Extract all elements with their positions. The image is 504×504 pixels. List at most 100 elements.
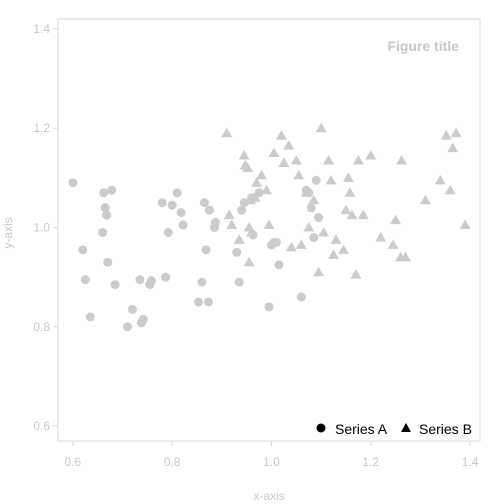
data-point-series-b — [303, 222, 315, 232]
data-point-series-b — [249, 192, 261, 202]
data-point-series-b — [256, 169, 268, 180]
data-point-series-a — [107, 185, 117, 195]
data-point-series-b — [293, 169, 305, 180]
data-point-series-b — [318, 226, 330, 237]
data-point-series-b — [325, 174, 337, 185]
data-point-series-a — [309, 232, 319, 242]
data-point-series-b — [342, 172, 354, 182]
data-point-series-b — [263, 219, 275, 230]
data-point-series-b — [396, 154, 408, 165]
data-point-series-b — [300, 187, 312, 197]
data-point-series-a — [167, 200, 177, 210]
data-point-series-a — [123, 322, 133, 332]
data-point-series-b — [440, 130, 452, 140]
data-point-series-b — [375, 231, 387, 242]
data-point-series-b — [387, 239, 399, 249]
data-point-series-a — [210, 218, 220, 228]
data-point-series-b — [295, 239, 307, 249]
x-tick-label: 0.6 — [65, 455, 82, 469]
x-tick-label: 1.2 — [362, 455, 379, 469]
data-point-series-b — [315, 122, 327, 133]
data-point-series-b — [243, 256, 255, 267]
data-point-series-a — [146, 276, 156, 286]
data-point-series-a — [296, 292, 306, 302]
data-point-series-a — [204, 205, 214, 215]
data-markers — [68, 122, 471, 332]
data-point-series-a — [178, 220, 188, 230]
data-point-series-b — [226, 219, 238, 230]
data-point-series-b — [251, 177, 263, 187]
data-point-series-b — [400, 251, 412, 262]
data-point-series-b — [419, 194, 431, 205]
data-point-series-a — [110, 280, 120, 290]
data-point-series-b — [328, 249, 340, 259]
data-point-series-b — [290, 154, 302, 165]
legend-marker-series-b — [401, 423, 411, 432]
data-point-series-b — [278, 157, 290, 167]
data-point-series-b — [344, 187, 356, 197]
data-point-series-a — [176, 208, 186, 218]
y-tick-label: 1.0 — [33, 221, 50, 235]
x-tick-label: 1.0 — [263, 455, 280, 469]
axis-ticks: 0.6 0.8 1.0 1.2 1.4 0.6 0.8 1.0 1.2 1.4 — [33, 22, 478, 469]
chart-title: Figure title — [387, 38, 459, 54]
x-axis-title: x-axis — [253, 489, 284, 503]
y-axis-title: y-axis — [1, 217, 15, 248]
data-point-series-a — [203, 297, 213, 307]
data-point-series-b — [313, 266, 325, 277]
data-point-series-a — [239, 198, 249, 208]
data-point-series-a — [80, 275, 90, 285]
data-point-series-a — [157, 198, 167, 208]
y-tick-label: 0.8 — [33, 320, 50, 334]
data-point-series-a — [311, 175, 321, 185]
data-point-series-a — [274, 260, 284, 270]
data-point-series-b — [233, 234, 245, 244]
data-point-series-a — [264, 302, 274, 312]
data-point-series-b — [308, 194, 320, 205]
data-point-series-b — [330, 234, 342, 244]
data-point-series-b — [323, 154, 335, 165]
data-point-series-a — [199, 198, 209, 208]
legend-label-series-a: Series A — [335, 421, 388, 437]
legend: Series A Series B — [316, 421, 472, 437]
x-tick-label: 1.4 — [462, 455, 479, 469]
data-point-series-b — [450, 127, 462, 138]
legend-label-series-b: Series B — [419, 421, 472, 437]
data-point-series-b — [337, 244, 349, 254]
data-point-series-a — [254, 188, 264, 198]
data-point-series-a — [99, 188, 109, 198]
data-point-series-a — [234, 277, 244, 287]
data-point-series-b — [444, 184, 456, 195]
data-point-series-a — [161, 272, 171, 282]
data-point-series-b — [275, 130, 287, 140]
data-point-series-b — [238, 150, 250, 160]
data-point-series-b — [346, 209, 358, 220]
data-point-series-b — [246, 226, 258, 237]
data-point-series-a — [138, 314, 148, 324]
data-point-series-a — [127, 304, 137, 314]
data-point-series-a — [197, 277, 207, 287]
data-point-series-b — [261, 184, 273, 195]
data-point-series-a — [78, 245, 88, 255]
data-point-series-b — [268, 147, 280, 158]
data-point-series-a — [306, 203, 316, 213]
data-point-series-b — [352, 154, 364, 165]
data-point-series-a — [163, 227, 173, 237]
y-tick-label: 0.6 — [33, 419, 50, 433]
data-point-series-b — [350, 269, 362, 279]
data-point-series-a — [271, 237, 281, 247]
data-point-series-a — [98, 227, 108, 237]
data-point-series-a — [102, 210, 112, 220]
y-tick-label: 1.4 — [33, 22, 50, 36]
data-point-series-a — [194, 297, 204, 307]
y-tick-label: 1.2 — [33, 121, 50, 135]
data-point-series-b — [434, 174, 446, 185]
data-point-series-a — [201, 245, 211, 255]
data-point-series-b — [223, 209, 235, 220]
data-point-series-a — [172, 188, 182, 198]
data-point-series-b — [242, 162, 254, 172]
data-point-series-a — [103, 257, 113, 267]
x-tick-label: 0.8 — [164, 455, 181, 469]
data-point-series-a — [85, 312, 95, 322]
